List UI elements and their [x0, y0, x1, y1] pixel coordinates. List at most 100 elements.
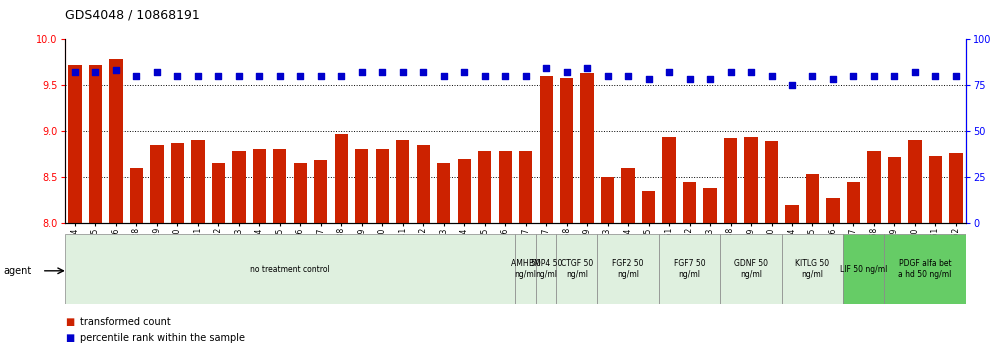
Point — [559, 69, 575, 75]
Point — [88, 69, 104, 75]
Point — [702, 76, 718, 82]
Point — [477, 73, 493, 79]
Point — [251, 73, 267, 79]
Bar — [536, 234, 557, 304]
Point — [518, 73, 534, 79]
Text: GDS4048 / 10868191: GDS4048 / 10868191 — [65, 9, 199, 22]
Bar — [335, 134, 348, 354]
Point — [661, 69, 677, 75]
Bar — [65, 234, 516, 304]
Bar — [516, 234, 536, 304]
Bar — [744, 137, 758, 354]
Bar — [887, 157, 901, 354]
Bar — [683, 182, 696, 354]
Text: AMH 50
ng/ml: AMH 50 ng/ml — [511, 259, 541, 279]
Bar — [437, 163, 450, 354]
Point — [415, 69, 431, 75]
Bar — [601, 177, 615, 354]
Bar — [765, 141, 778, 354]
Bar — [724, 138, 737, 354]
Text: PDGF alfa bet
a hd 50 ng/ml: PDGF alfa bet a hd 50 ng/ml — [898, 259, 952, 279]
Bar — [478, 151, 491, 354]
Bar — [703, 188, 717, 354]
Bar — [949, 153, 962, 354]
Bar — [557, 234, 598, 304]
Bar — [375, 149, 388, 354]
Text: ■: ■ — [65, 333, 74, 343]
Point — [805, 73, 821, 79]
Point — [334, 73, 350, 79]
Point — [169, 73, 185, 79]
Text: percentile rank within the sample: percentile rank within the sample — [80, 333, 245, 343]
Bar — [416, 145, 430, 354]
Text: FGF2 50
ng/ml: FGF2 50 ng/ml — [613, 259, 643, 279]
Point — [784, 82, 800, 88]
Bar — [191, 140, 204, 354]
Bar — [622, 168, 634, 354]
Point — [538, 65, 554, 71]
Point — [600, 73, 616, 79]
Point — [108, 67, 124, 73]
Text: CTGF 50
ng/ml: CTGF 50 ng/ml — [561, 259, 593, 279]
Text: FGF7 50
ng/ml: FGF7 50 ng/ml — [673, 259, 705, 279]
Text: no treatment control: no treatment control — [250, 264, 330, 274]
Point — [374, 69, 390, 75]
Bar — [928, 156, 942, 354]
Text: KITLG 50
ng/ml: KITLG 50 ng/ml — [796, 259, 830, 279]
Point — [67, 69, 83, 75]
Bar — [844, 234, 884, 304]
Point — [497, 73, 513, 79]
Text: agent: agent — [3, 266, 31, 276]
Bar — [519, 151, 532, 354]
Bar — [782, 234, 844, 304]
Bar — [827, 198, 840, 354]
Point — [886, 73, 902, 79]
Point — [210, 73, 226, 79]
Bar — [356, 149, 369, 354]
Point — [394, 69, 410, 75]
Bar — [598, 234, 658, 304]
Bar — [806, 174, 819, 354]
Point — [621, 73, 636, 79]
Bar — [110, 59, 123, 354]
Bar — [253, 149, 266, 354]
Bar — [658, 234, 720, 304]
Bar — [396, 140, 409, 354]
Point — [149, 69, 165, 75]
Text: LIF 50 ng/ml: LIF 50 ng/ml — [840, 264, 887, 274]
Bar — [560, 78, 574, 354]
Bar — [273, 149, 287, 354]
Bar — [540, 76, 553, 354]
Bar — [457, 159, 471, 354]
Point — [743, 69, 759, 75]
Bar — [232, 151, 246, 354]
Point — [272, 73, 288, 79]
Point — [436, 73, 452, 79]
Bar — [89, 65, 103, 354]
Bar — [69, 65, 82, 354]
Bar — [908, 140, 921, 354]
Bar — [170, 143, 184, 354]
Point — [128, 73, 144, 79]
Point — [640, 76, 656, 82]
Point — [231, 73, 247, 79]
Bar — [868, 151, 880, 354]
Bar — [314, 160, 328, 354]
Text: BMP4 50
ng/ml: BMP4 50 ng/ml — [530, 259, 563, 279]
Bar — [720, 234, 782, 304]
Bar — [662, 137, 675, 354]
Point — [948, 73, 964, 79]
Bar — [294, 163, 307, 354]
Text: transformed count: transformed count — [80, 317, 170, 327]
Point — [846, 73, 862, 79]
Bar — [212, 163, 225, 354]
Point — [681, 76, 697, 82]
Bar — [785, 205, 799, 354]
Bar — [581, 73, 594, 354]
Text: GDNF 50
ng/ml: GDNF 50 ng/ml — [734, 259, 768, 279]
Point — [866, 73, 881, 79]
Bar — [129, 168, 143, 354]
Point — [313, 73, 329, 79]
Point — [927, 73, 943, 79]
Bar — [847, 182, 861, 354]
